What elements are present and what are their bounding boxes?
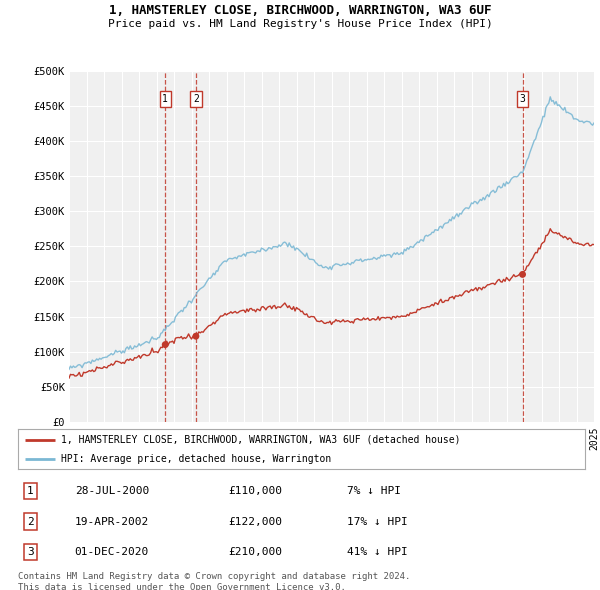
Text: 1, HAMSTERLEY CLOSE, BIRCHWOOD, WARRINGTON, WA3 6UF: 1, HAMSTERLEY CLOSE, BIRCHWOOD, WARRINGT… <box>109 4 491 17</box>
Text: 01-DEC-2020: 01-DEC-2020 <box>75 547 149 557</box>
Text: £122,000: £122,000 <box>228 517 282 526</box>
Text: 17% ↓ HPI: 17% ↓ HPI <box>347 517 407 526</box>
Text: 1: 1 <box>27 486 34 496</box>
Text: £210,000: £210,000 <box>228 547 282 557</box>
Text: 41% ↓ HPI: 41% ↓ HPI <box>347 547 407 557</box>
Text: 1, HAMSTERLEY CLOSE, BIRCHWOOD, WARRINGTON, WA3 6UF (detached house): 1, HAMSTERLEY CLOSE, BIRCHWOOD, WARRINGT… <box>61 435 460 445</box>
Text: Price paid vs. HM Land Registry's House Price Index (HPI): Price paid vs. HM Land Registry's House … <box>107 19 493 29</box>
Text: 3: 3 <box>520 94 526 104</box>
Text: £110,000: £110,000 <box>228 486 282 496</box>
Point <box>518 270 527 279</box>
Text: 2: 2 <box>27 517 34 526</box>
Text: 3: 3 <box>27 547 34 557</box>
Text: 19-APR-2002: 19-APR-2002 <box>75 517 149 526</box>
Text: 1: 1 <box>163 94 168 104</box>
Point <box>160 340 170 349</box>
Point <box>191 332 200 341</box>
Text: HPI: Average price, detached house, Warrington: HPI: Average price, detached house, Warr… <box>61 454 331 464</box>
Text: 7% ↓ HPI: 7% ↓ HPI <box>347 486 401 496</box>
Text: 2: 2 <box>193 94 199 104</box>
Text: Contains HM Land Registry data © Crown copyright and database right 2024.
This d: Contains HM Land Registry data © Crown c… <box>18 572 410 590</box>
Text: 28-JUL-2000: 28-JUL-2000 <box>75 486 149 496</box>
